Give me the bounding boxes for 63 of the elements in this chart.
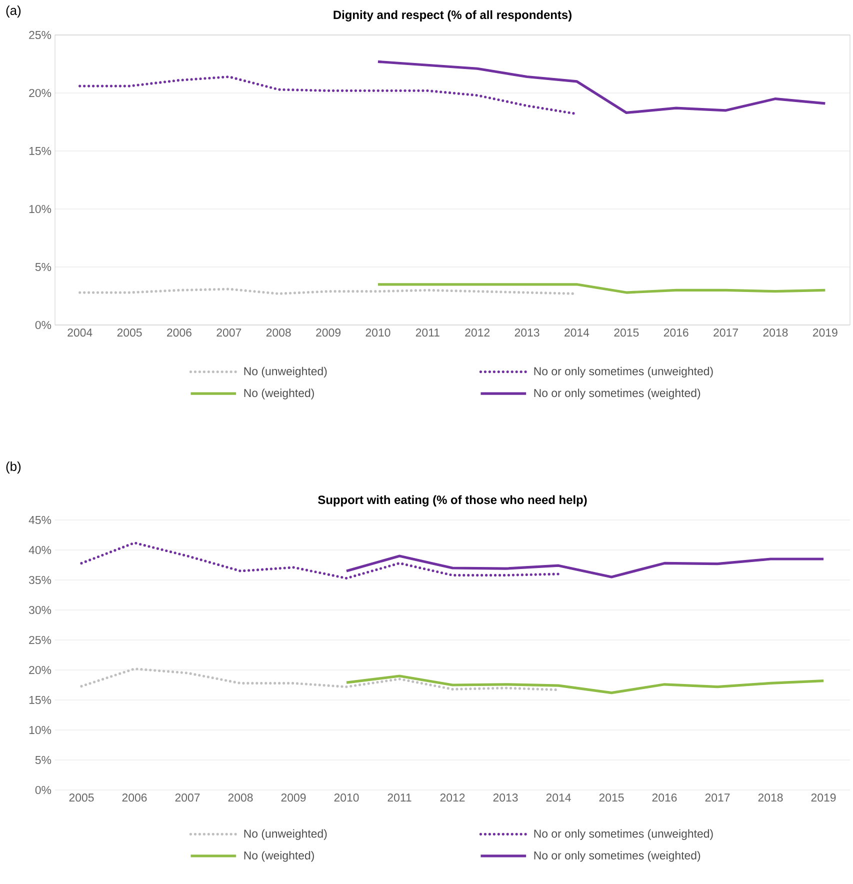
line-series [345, 554, 825, 578]
y-tick-label: 20% [29, 88, 52, 98]
legend-label: No (unweighted) [244, 366, 327, 378]
line-series [80, 541, 560, 580]
x-tick-label: 2015 [599, 794, 624, 802]
chart-title: Support with eating (% of those who need help) [318, 495, 587, 506]
y-tick-label: 15% [29, 146, 52, 156]
legend-label: No or only sometimes (unweighted) [534, 829, 713, 840]
chart-title: Dignity and respect (% of all respondents) [334, 10, 572, 22]
x-tick-label: 2007 [175, 794, 200, 802]
x-tick-label: 2006 [122, 794, 147, 802]
x-tick-label: 2008 [228, 794, 253, 802]
y-tick-label: 25% [29, 636, 52, 644]
y-tick-label: 45% [28, 516, 52, 524]
y-tick-label: 25% [29, 30, 52, 40]
legend-label: No (weighted) [244, 851, 314, 862]
y-tick-label: 10% [29, 726, 52, 734]
y-tick-label: 10% [29, 204, 52, 214]
legend-label: No or only sometimes (unweighted) [534, 366, 713, 378]
x-tick-label: 2007 [216, 328, 242, 337]
y-tick-label: 30% [28, 606, 52, 614]
x-tick-label: 2006 [167, 328, 192, 337]
y-tick-label: 5% [35, 262, 52, 272]
x-tick-label: 2017 [705, 794, 730, 802]
x-tick-label: 2016 [664, 328, 688, 337]
x-tick-label: 2005 [69, 794, 94, 802]
text: (b) [6, 462, 21, 474]
x-tick-label: 2005 [117, 328, 142, 337]
x-tick-label: 2011 [416, 328, 440, 337]
y-tick-label: 5% [35, 756, 52, 764]
x-tick-label: 2014 [564, 328, 590, 337]
x-tick-label: 2013 [514, 328, 540, 337]
legend-label: No (weighted) [244, 388, 314, 400]
x-tick-label: 2015 [614, 328, 639, 337]
x-tick-label: 2008 [266, 328, 291, 337]
x-tick-label: 2010 [334, 794, 359, 802]
x-tick-label: 2016 [652, 794, 677, 802]
y-tick-label: 20% [29, 666, 52, 674]
y-tick-label: 0% [35, 320, 52, 330]
x-tick-label: 2009 [281, 794, 306, 802]
x-tick-label: 2012 [440, 794, 465, 802]
x-tick-label: 2004 [68, 328, 92, 337]
x-tick-label: 2013 [493, 794, 518, 802]
x-tick-label: 2014 [546, 794, 571, 802]
y-tick-label: 40% [28, 546, 52, 554]
x-tick-label: 2018 [763, 328, 788, 337]
x-tick-label: 2010 [366, 328, 390, 337]
x-tick-label: 2018 [758, 794, 783, 802]
x-tick-label: 2011 [388, 794, 412, 802]
line-series [345, 674, 825, 694]
x-tick-label: 2019 [811, 794, 836, 802]
legend-label: No (unweighted) [244, 829, 327, 840]
x-tick-label: 2017 [714, 328, 738, 337]
text: (a) [6, 6, 21, 18]
legend-label: No or only sometimes (weighted) [534, 851, 700, 862]
x-tick-label: 2012 [465, 328, 490, 337]
y-tick-label: 15% [29, 696, 52, 704]
y-tick-label: 35% [28, 576, 52, 584]
x-tick-label: 2019 [813, 328, 838, 337]
y-tick-label: 0% [35, 786, 52, 794]
line-series [80, 667, 560, 692]
x-tick-label: 2009 [316, 328, 340, 337]
legend-label: No or only sometimes (weighted) [534, 388, 700, 400]
